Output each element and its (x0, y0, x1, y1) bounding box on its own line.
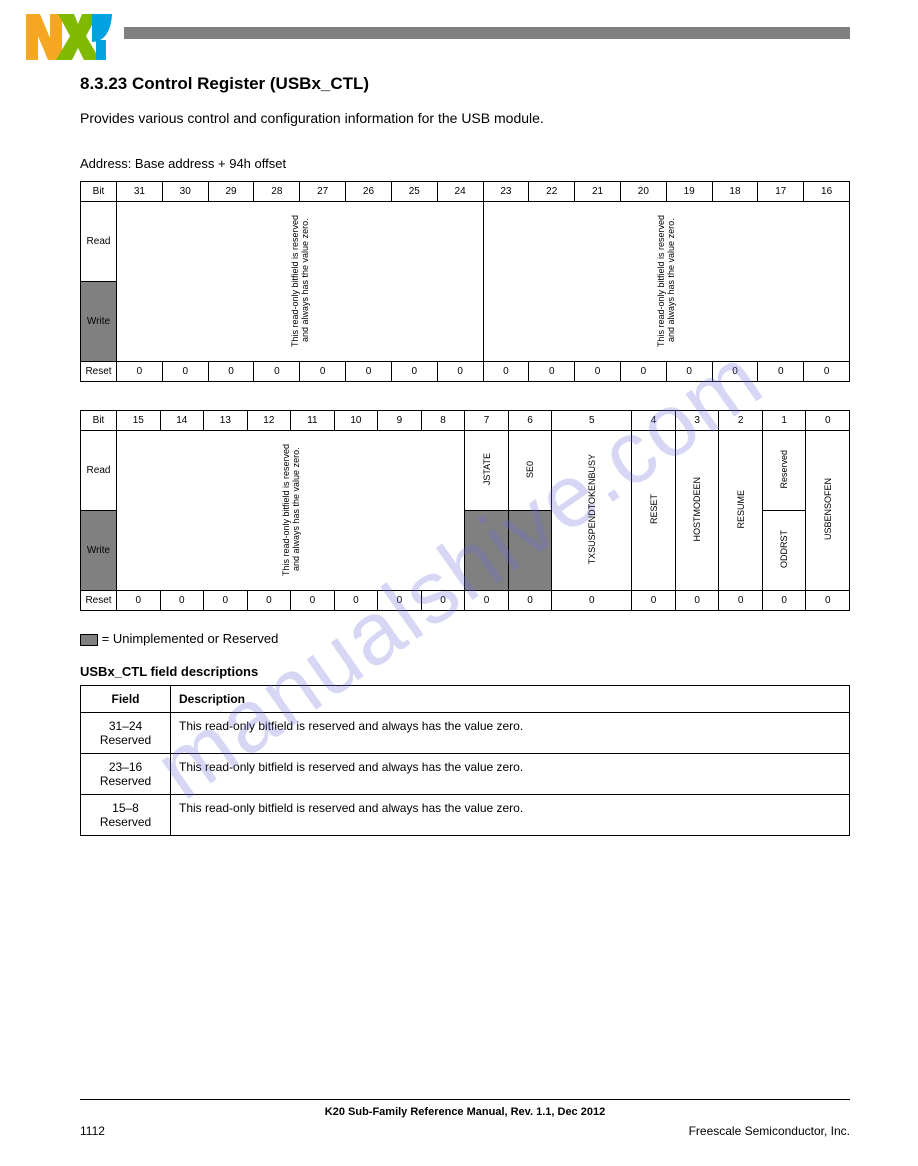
reserved-b1-read: Reserved (762, 431, 806, 511)
col-desc-header: Description (171, 686, 850, 713)
section-number: 8.3.23 (80, 74, 127, 93)
header-bar (124, 27, 850, 39)
shade-text: = Unimplemented or Reserved (102, 631, 279, 646)
bit-label: Bit (81, 182, 117, 202)
shade-note: = Unimplemented or Reserved (80, 631, 850, 646)
txsuspend: TXSUSPENDTOKENBUSY (552, 431, 632, 591)
register-meta: Address: Base address + 94h offset (80, 156, 850, 171)
header (0, 0, 918, 60)
nxp-logo-svg (26, 14, 112, 60)
hostmodeen: HOSTMODEEN (675, 431, 719, 591)
read-label: Read (81, 202, 117, 282)
shade-swatch (80, 634, 98, 646)
oddrst: ODDRST (762, 511, 806, 591)
table-row: 31–24 Reserved This read-only bitfield i… (81, 713, 850, 754)
fields-header: USBx_CTL field descriptions (80, 664, 850, 679)
reserved-15-8: This read-only bitfield is reserved and … (117, 431, 465, 591)
write-label: Write (81, 282, 117, 362)
resume: RESUME (719, 431, 763, 591)
jstate-write (465, 511, 509, 591)
nxp-logo (26, 12, 112, 60)
reserved-31-24: This read-only bitfield is reserved and … (117, 202, 484, 362)
register-lower: Bit 15 14 13 12 11 10 9 8 7 6 5 4 3 2 1 … (80, 410, 850, 611)
section-name: Control Register (USBx_CTL) (132, 74, 369, 93)
jstate-read: JSTATE (465, 431, 509, 511)
intro-text: Provides various control and configurati… (80, 108, 850, 128)
reg-table-lower: Bit 15 14 13 12 11 10 9 8 7 6 5 4 3 2 1 … (80, 410, 850, 611)
table-row: 23–16 Reserved This read-only bitfield i… (81, 754, 850, 795)
address-label: Address: Base address + 94h offset (80, 156, 286, 171)
register-upper: Bit 31 30 29 28 27 26 25 24 23 22 21 20 … (80, 181, 850, 382)
bit-label-2: Bit (81, 411, 117, 431)
read-label-2: Read (81, 431, 117, 511)
usbensofen: USBENSOFEN (806, 431, 850, 591)
section-title: 8.3.23 Control Register (USBx_CTL) (80, 74, 850, 94)
table-row: 15–8 Reserved This read-only bitfield is… (81, 795, 850, 836)
page-number: 1112 (80, 1124, 105, 1138)
reserved-23-16: This read-only bitfield is reserved and … (483, 202, 850, 362)
col-field-header: Field (81, 686, 171, 713)
fields-table: Field Description 31–24 Reserved This re… (80, 685, 850, 836)
footer-title: K20 Sub-Family Reference Manual, Rev. 1.… (80, 1099, 850, 1118)
se0-read: SE0 (508, 431, 552, 511)
write-label-2: Write (81, 511, 117, 591)
reset-label-2: Reset (81, 591, 117, 611)
footer: K20 Sub-Family Reference Manual, Rev. 1.… (80, 1099, 850, 1138)
reset-field: RESET (632, 431, 676, 591)
se0-write (508, 511, 552, 591)
reg-table-upper: Bit 31 30 29 28 27 26 25 24 23 22 21 20 … (80, 181, 850, 382)
reset-label: Reset (81, 362, 117, 382)
footer-right: Freescale Semiconductor, Inc. (689, 1124, 850, 1138)
